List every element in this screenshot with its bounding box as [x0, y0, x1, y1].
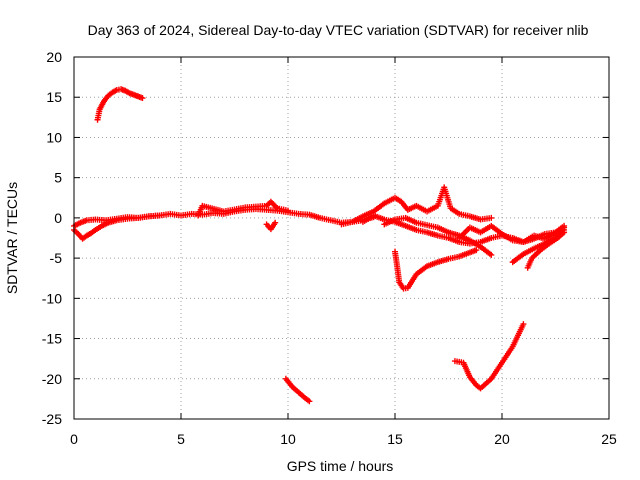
- data-point: [488, 214, 495, 221]
- y-tick-label: -15: [42, 331, 62, 347]
- data-point: [285, 207, 291, 214]
- series-arc-m: [282, 375, 313, 405]
- series-arc-c: [71, 212, 163, 242]
- data-point: [272, 219, 279, 226]
- y-tick-label: -25: [42, 411, 62, 427]
- data-point: [306, 398, 313, 405]
- data-point: [520, 321, 527, 328]
- y-tick-labels: 20 15 10 5 0 -5 -10 -15 -20 -25: [42, 49, 62, 427]
- y-tick-label: 5: [54, 170, 62, 186]
- x-tick-label: 10: [280, 431, 296, 447]
- x-tick-label: 20: [494, 431, 510, 447]
- x-axis-title: GPS time / hours: [287, 458, 394, 474]
- y-tick-label: 15: [46, 89, 62, 105]
- series-arc-d: [195, 198, 291, 219]
- series-arc-n: [451, 321, 527, 392]
- series-arc-f: [338, 184, 495, 228]
- x-tick-label: 5: [177, 431, 185, 447]
- series-arc-a: [94, 86, 146, 123]
- series-arc-j: [392, 247, 480, 292]
- axis-ticks: [73, 56, 610, 420]
- data-point: [488, 251, 495, 258]
- series-arc-l: [524, 229, 568, 271]
- data-points: [71, 86, 568, 405]
- data-point: [473, 247, 480, 254]
- series-arc-k: [509, 224, 568, 266]
- data-point: [156, 212, 163, 219]
- y-tick-label: -5: [50, 250, 63, 266]
- data-point: [273, 203, 280, 210]
- data-point: [139, 95, 146, 102]
- x-tick-label: 25: [601, 431, 617, 447]
- data-point: [561, 229, 568, 236]
- y-tick-label: -20: [42, 371, 62, 387]
- y-axis-title: SDTVAR / TECUs: [4, 182, 20, 294]
- y-tick-label: 20: [46, 49, 62, 65]
- y-tick-label: -10: [42, 290, 62, 306]
- y-tick-label: 0: [54, 210, 62, 226]
- x-tick-label: 15: [387, 431, 403, 447]
- plot-frame: [73, 56, 610, 420]
- x-tick-labels: 0 5 10 15 20 25: [70, 431, 617, 447]
- chart-title: Day 363 of 2024, Sidereal Day-to-day VTE…: [88, 22, 589, 38]
- y-tick-label: 10: [46, 129, 62, 145]
- x-tick-label: 0: [70, 431, 78, 447]
- series-arc-e: [263, 219, 279, 233]
